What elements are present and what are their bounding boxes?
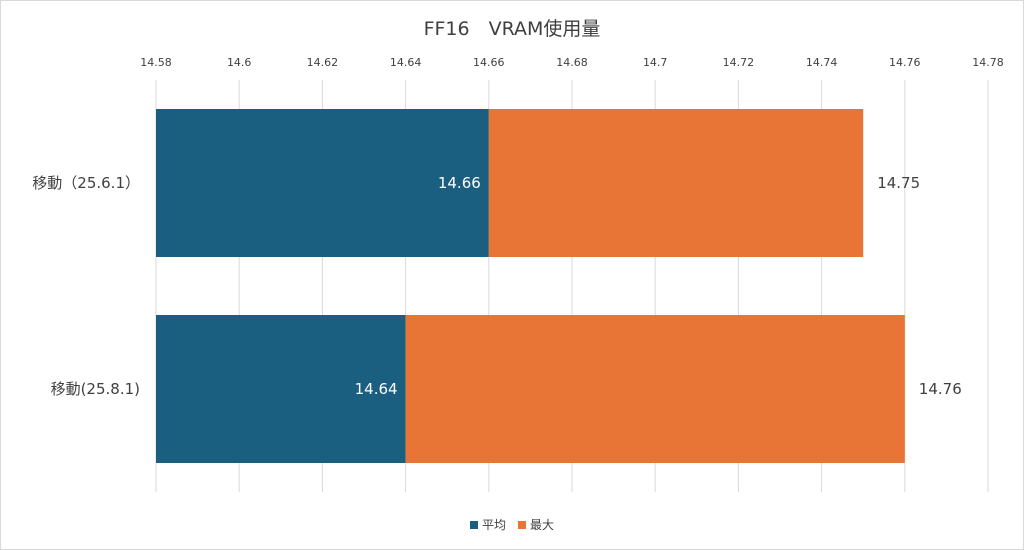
x-tick-label: 14.7 <box>643 56 668 69</box>
category-label: 移動(25.8.1) <box>51 380 140 398</box>
data-labels: 14.66 14.75 14.64 14.76 <box>355 174 962 398</box>
x-tick-label: 14.6 <box>227 56 252 69</box>
legend-label-average: 平均 <box>481 518 506 532</box>
legend-label-max: 最大 <box>530 518 555 532</box>
x-tick-label: 14.64 <box>390 56 422 69</box>
legend-item-max: 最大 <box>518 516 554 533</box>
chart-title: FF16 VRAM使用量 <box>423 18 601 40</box>
data-label-average: 14.66 <box>438 174 481 192</box>
legend-swatch-average <box>469 520 478 529</box>
legend-item-average: 平均 <box>469 516 506 533</box>
legend: 平均 最大 <box>0 516 1024 533</box>
category-labels: 移動（25.6.1） 移動(25.8.1) <box>32 174 140 398</box>
category-label: 移動（25.6.1） <box>32 174 140 192</box>
x-tick-label: 14.78 <box>972 56 1004 69</box>
bar-max <box>488 109 864 257</box>
x-tick-label: 14.68 <box>556 56 588 69</box>
legend-swatch-max <box>518 520 526 529</box>
x-tick-label: 14.66 <box>473 56 505 69</box>
data-label-max: 14.76 <box>919 380 962 398</box>
bar-average <box>156 109 489 257</box>
bars <box>156 109 905 463</box>
x-tick-label: 14.58 <box>140 56 172 69</box>
bar-max <box>405 315 905 463</box>
data-label-max: 14.75 <box>877 174 920 192</box>
x-axis-ticks: 14.58 14.6 14.62 14.64 14.66 14.68 14.7 14.72 14… <box>140 56 1004 69</box>
x-tick-label: 14.62 <box>307 56 339 69</box>
x-tick-label: 14.72 <box>723 56 755 69</box>
x-tick-label: 14.76 <box>889 56 921 69</box>
data-label-average: 14.64 <box>355 380 398 398</box>
bar-average <box>156 315 406 463</box>
x-tick-label: 14.74 <box>806 56 838 69</box>
